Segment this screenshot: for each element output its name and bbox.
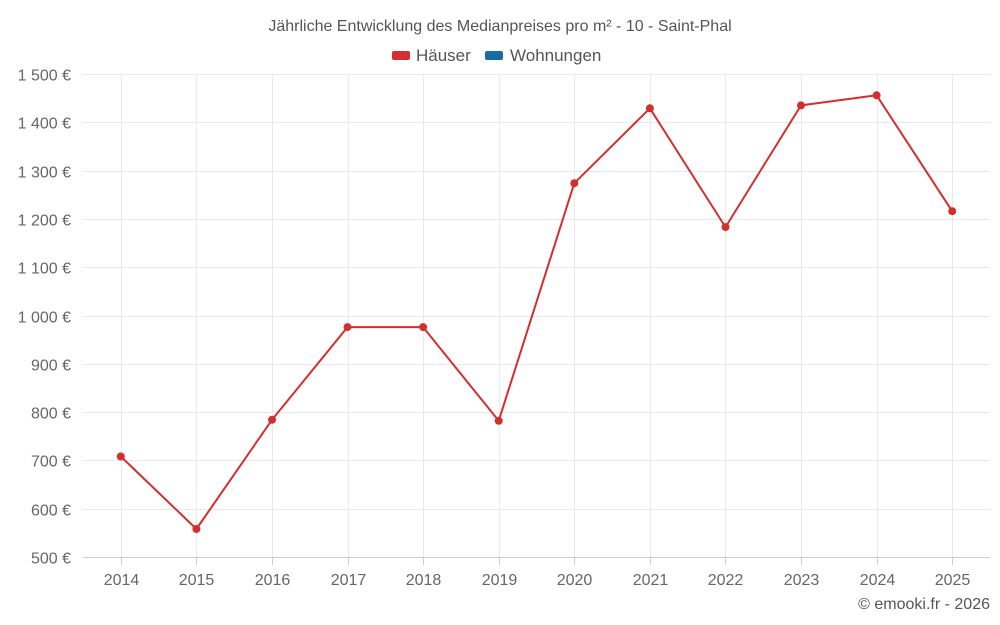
legend-swatch-haeuser [392,51,410,60]
y-tick-label: 500 € [31,551,71,568]
y-tick-label: 900 € [31,358,71,375]
data-point-2017[interactable] [343,323,352,332]
data-point-2022[interactable] [721,223,730,232]
x-tick-label: 2020 [557,572,593,589]
x-tick-label: 2024 [860,572,896,589]
data-point-2024[interactable] [872,91,881,100]
y-tick-label: 1 200 € [18,213,71,230]
data-point-2025[interactable] [948,207,957,216]
y-tick-label: 1 000 € [18,310,71,327]
credit-text: © emooki.fr - 2026 [858,596,990,613]
grid [83,74,990,558]
x-tick-label: 2015 [179,572,215,589]
legend-swatch-wohnungen [485,51,503,60]
data-point-2015[interactable] [192,525,201,533]
x-tick-label: 2018 [406,572,442,589]
data-point-2019[interactable] [494,416,503,425]
x-tick-label: 2014 [104,572,140,589]
data-point-2021[interactable] [645,104,654,113]
x-tick-label: 2016 [255,572,291,589]
series-line-haeuser [120,94,954,530]
x-tick-label: 2023 [784,572,820,589]
y-tick-label: 1 400 € [18,116,71,133]
chart-title: Jährliche Entwicklung des Medianpreises … [268,18,731,35]
y-tick-label: 1 500 € [18,68,71,85]
series-haeuser [116,91,957,533]
legend-item-wohnungen[interactable]: Wohnungen [485,46,601,65]
data-point-2014[interactable] [116,452,125,461]
legend-label-wohnungen: Wohnungen [510,46,601,65]
x-tick-label: 2021 [633,572,669,589]
data-point-2020[interactable] [570,179,579,188]
legend-label-haeuser: Häuser [416,46,471,65]
data-point-2023[interactable] [797,101,805,110]
y-tick-label: 600 € [31,503,71,520]
x-tick-label: 2019 [482,572,518,589]
y-tick-label: 1 300 € [18,165,71,182]
y-tick-label: 700 € [31,454,71,471]
legend-item-haeuser[interactable]: Häuser [392,46,471,65]
data-point-2018[interactable] [419,323,428,332]
data-point-2016[interactable] [268,415,276,424]
x-tick-label: 2022 [708,572,744,589]
legend: Häuser Wohnungen [392,46,601,65]
axes: 500 € 600 € 700 € 800 € 900 € 1 000 € 1 100 € 1… [18,68,990,589]
y-tick-label: 1 100 € [18,261,71,278]
x-tick-label: 2025 [935,572,971,589]
x-tick-label: 2017 [331,572,367,589]
y-tick-label: 800 € [31,406,71,423]
